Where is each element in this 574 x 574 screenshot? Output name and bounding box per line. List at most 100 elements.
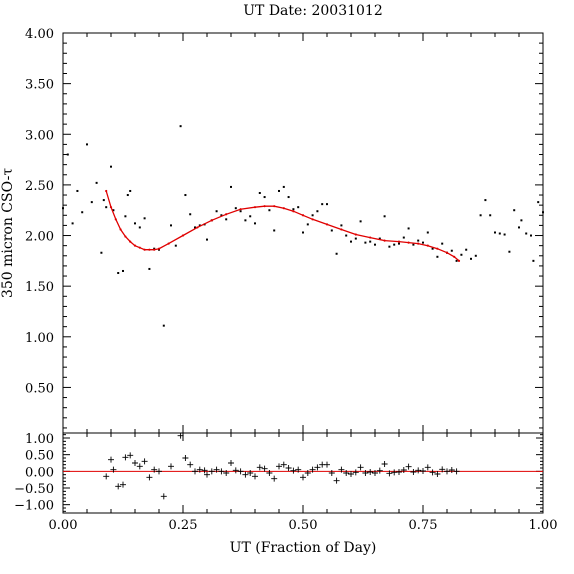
data-point — [484, 199, 487, 202]
x-tick-label: 0.50 — [289, 518, 318, 533]
data-point — [198, 224, 201, 227]
y-tick-label: 3.50 — [25, 78, 54, 93]
data-point — [431, 247, 434, 250]
data-point — [126, 194, 129, 197]
residual-point — [338, 466, 345, 473]
data-point — [364, 241, 367, 244]
data-point — [124, 215, 127, 218]
residual-point — [367, 469, 374, 475]
fit-curve-marker — [397, 240, 401, 243]
data-point — [532, 259, 535, 262]
data-point — [479, 214, 482, 217]
data-point — [316, 210, 319, 213]
data-point — [143, 217, 146, 220]
y-tick-label: −1.00 — [14, 499, 54, 514]
data-point — [148, 267, 151, 270]
data-point — [503, 233, 506, 236]
data-point — [239, 210, 242, 213]
residual-point — [357, 464, 364, 471]
main-panel-ticks: 0.50 1.00 1.50 2.00 2.50 3.00 3.50 4.00 — [25, 27, 544, 433]
residual-point — [151, 466, 158, 473]
data-point — [234, 207, 237, 210]
fit-curve-group — [105, 189, 461, 262]
data-point — [62, 207, 64, 210]
fit-curve-marker — [153, 248, 156, 251]
data-point — [460, 253, 463, 256]
residual-point — [434, 471, 441, 477]
x-axis-title: UT (Fraction of Day) — [230, 540, 377, 556]
fit-curve-marker — [453, 255, 456, 258]
residual-point — [223, 470, 230, 476]
residual-point — [115, 483, 122, 490]
fit-curve-marker — [167, 242, 170, 245]
residual-point — [208, 468, 215, 475]
residual-point — [132, 460, 138, 466]
residual-point — [352, 469, 359, 476]
residual-point — [136, 463, 143, 470]
y-tick-label: 2.50 — [25, 179, 54, 194]
data-point — [426, 231, 429, 234]
fit-curve-marker — [325, 223, 329, 226]
fit-curve-marker — [436, 247, 439, 250]
residual-point — [333, 477, 340, 484]
data-point — [388, 245, 391, 248]
residual-point — [204, 471, 210, 478]
data-point — [112, 209, 115, 212]
residual-point — [271, 475, 278, 482]
data-point — [542, 211, 544, 214]
data-point — [321, 203, 324, 206]
data-point — [489, 214, 492, 217]
residual-point — [285, 465, 292, 471]
residual-point — [386, 470, 393, 477]
y-tick-label: 1.00 — [25, 432, 54, 447]
data-point — [258, 192, 261, 194]
residual-point — [453, 468, 460, 475]
data-point — [330, 229, 333, 232]
residual-point — [372, 470, 378, 476]
residual-point — [218, 468, 225, 475]
residual-point — [276, 463, 282, 470]
fit-curve-marker — [239, 208, 242, 211]
data-point — [95, 181, 98, 184]
data-point — [359, 220, 362, 223]
fit-curve-marker — [133, 244, 137, 247]
data-point — [494, 231, 496, 234]
residual-point — [444, 468, 450, 475]
data-point — [76, 189, 79, 192]
data-point — [378, 237, 381, 240]
residual-point — [252, 473, 258, 480]
main-panel: 0.50 1.00 1.50 2.00 2.50 3.00 3.50 4.00 — [25, 27, 544, 434]
data-point — [326, 203, 328, 206]
x-tick-label: 0.25 — [169, 518, 198, 533]
residual-point — [396, 469, 402, 475]
data-point — [225, 218, 228, 221]
residual-point — [247, 470, 254, 476]
residual-point — [160, 493, 167, 500]
data-point — [335, 252, 338, 255]
data-point — [407, 227, 410, 230]
residual-point — [328, 470, 335, 476]
data-point — [184, 194, 187, 197]
fit-curve-marker — [445, 251, 449, 254]
data-point — [383, 215, 386, 218]
data-point — [455, 259, 458, 262]
y-tick-label: 0.00 — [25, 465, 54, 480]
data-point — [194, 226, 196, 229]
residual-point — [405, 463, 412, 470]
data-point — [513, 209, 516, 212]
data-point — [350, 240, 352, 243]
fit-curve-marker — [273, 205, 276, 208]
data-point — [412, 243, 415, 246]
data-point — [268, 209, 271, 212]
residual-point — [232, 467, 239, 474]
residual-point — [376, 467, 383, 474]
residual-point — [187, 461, 194, 468]
residual-point — [261, 465, 268, 472]
data-point — [441, 242, 444, 245]
residual-point — [228, 460, 234, 466]
residual-point — [309, 466, 316, 473]
fit-curve-marker — [383, 239, 386, 242]
data-point — [292, 208, 295, 211]
fit-curve-marker — [105, 189, 108, 193]
